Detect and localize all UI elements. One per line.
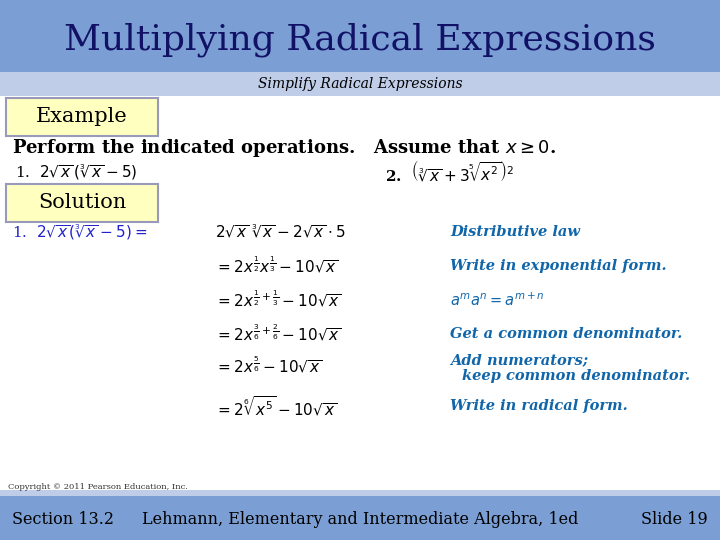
Text: Get a common denominator.: Get a common denominator. [450,327,683,341]
Text: Lehmann, Elementary and Intermediate Algebra, 1ed: Lehmann, Elementary and Intermediate Alg… [142,510,578,528]
FancyBboxPatch shape [0,0,720,72]
Text: $a^m a^n = a^{m+n}$: $a^m a^n = a^{m+n}$ [450,292,545,309]
Text: Copyright © 2011 Pearson Education, Inc.: Copyright © 2011 Pearson Education, Inc. [8,483,188,491]
Text: Simplify Radical Expressions: Simplify Radical Expressions [258,77,462,91]
Text: 2.  $\left(\sqrt[3]{x}+3\sqrt[5]{x^2}\right)^2$: 2. $\left(\sqrt[3]{x}+3\sqrt[5]{x^2}\rig… [385,159,514,185]
Text: Slide 19: Slide 19 [642,510,708,528]
Text: Write in radical form.: Write in radical form. [450,399,628,413]
FancyBboxPatch shape [6,184,158,222]
Text: $=2x^{\frac{1}{2}+\frac{1}{3}}-10\sqrt{x}$: $=2x^{\frac{1}{2}+\frac{1}{3}}-10\sqrt{x… [215,289,341,310]
Text: $2\sqrt{x}\;\sqrt[3]{x}-2\sqrt{x}\cdot 5$: $2\sqrt{x}\;\sqrt[3]{x}-2\sqrt{x}\cdot 5… [215,224,346,241]
Text: Write in exponential form.: Write in exponential form. [450,259,667,273]
Text: Multiplying Radical Expressions: Multiplying Radical Expressions [64,23,656,57]
FancyBboxPatch shape [0,496,720,540]
FancyBboxPatch shape [0,96,720,494]
Text: $=2x^{\frac{1}{2}}x^{\frac{1}{3}}-10\sqrt{x}$: $=2x^{\frac{1}{2}}x^{\frac{1}{3}}-10\sqr… [215,255,338,276]
Text: Distributive law: Distributive law [450,225,580,239]
Text: Example: Example [36,107,128,126]
FancyBboxPatch shape [0,490,720,496]
FancyBboxPatch shape [0,72,720,96]
Text: 1.  $2\sqrt{x}\,\left(\sqrt[3]{x}-5\right)$: 1. $2\sqrt{x}\,\left(\sqrt[3]{x}-5\right… [15,163,138,181]
FancyBboxPatch shape [6,98,158,136]
Text: Add numerators;: Add numerators; [450,353,588,367]
Text: Perform the indicated operations.   Assume that $x \geq 0$.: Perform the indicated operations. Assume… [12,137,556,159]
Text: Section 13.2: Section 13.2 [12,510,114,528]
Text: Solution: Solution [38,193,126,213]
Text: $=2x^{\frac{5}{6}}-10\sqrt{x}$: $=2x^{\frac{5}{6}}-10\sqrt{x}$ [215,355,323,376]
Text: 1.  $2\sqrt{x}\left(\sqrt[3]{x}-5\right)=$: 1. $2\sqrt{x}\left(\sqrt[3]{x}-5\right)=… [12,222,148,241]
Text: $=2x^{\frac{3}{6}+\frac{2}{6}}-10\sqrt{x}$: $=2x^{\frac{3}{6}+\frac{2}{6}}-10\sqrt{x… [215,323,341,345]
Text: keep common denominator.: keep common denominator. [462,369,690,383]
Text: $=2\sqrt[6]{x^5}-10\sqrt{x}$: $=2\sqrt[6]{x^5}-10\sqrt{x}$ [215,394,337,418]
